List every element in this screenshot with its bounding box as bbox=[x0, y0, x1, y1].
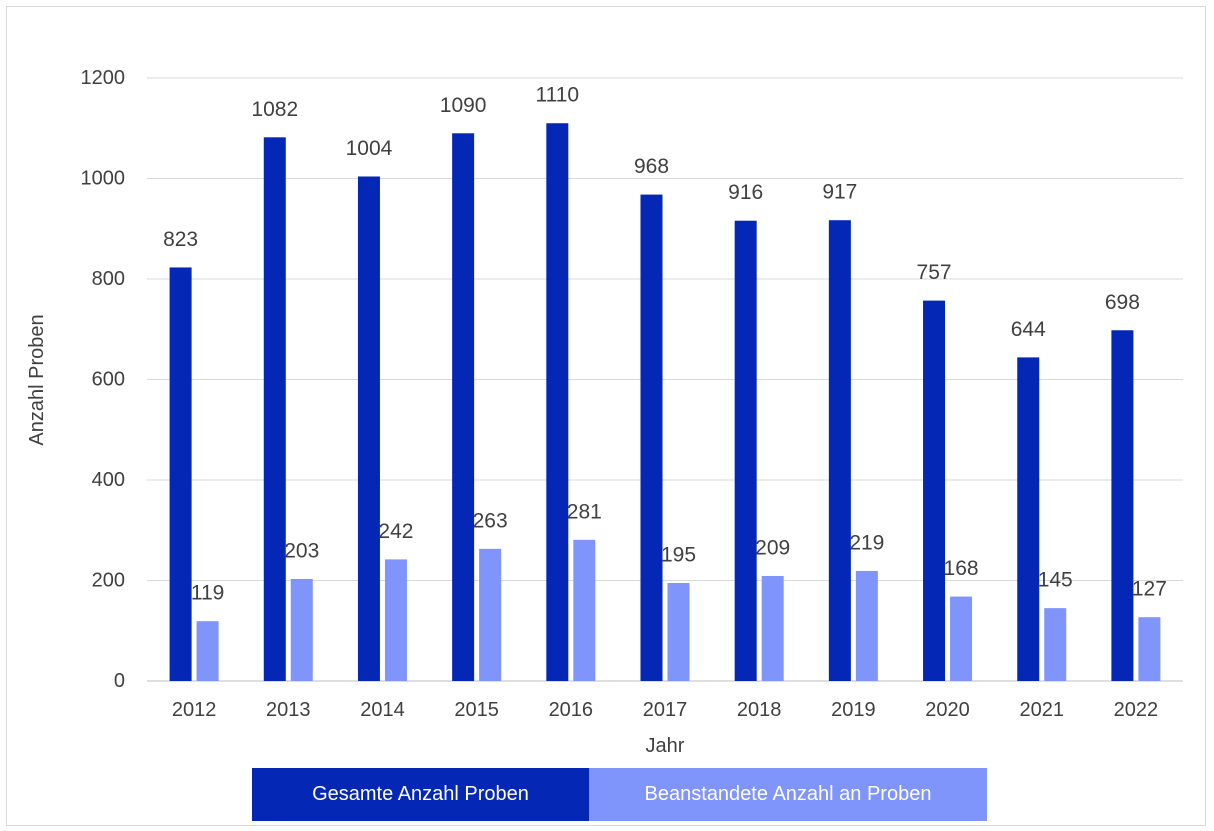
bar-beanstandet bbox=[573, 539, 596, 681]
data-label: 145 bbox=[1038, 569, 1073, 592]
bar-gesamt bbox=[828, 220, 851, 681]
y-tick-label: 600 bbox=[92, 369, 125, 391]
bar-gesamt bbox=[1111, 330, 1134, 681]
bar-gesamt bbox=[1017, 357, 1040, 681]
x-tick-label: 2017 bbox=[643, 699, 688, 721]
y-tick-label: 200 bbox=[92, 570, 125, 592]
data-label: 1082 bbox=[251, 98, 298, 121]
data-label: 263 bbox=[473, 509, 508, 532]
data-label: 209 bbox=[755, 536, 790, 559]
bar-gesamt bbox=[923, 300, 946, 681]
x-axis-title: Jahr bbox=[646, 735, 685, 757]
legend-item-gesamte: Gesamte Anzahl Proben bbox=[252, 768, 589, 821]
bar-beanstandet bbox=[479, 548, 502, 681]
data-label: 195 bbox=[661, 544, 696, 567]
data-label: 1110 bbox=[536, 84, 580, 107]
data-label: 757 bbox=[917, 261, 952, 284]
data-label: 823 bbox=[163, 228, 198, 251]
data-label: 281 bbox=[567, 500, 602, 523]
data-label: 916 bbox=[728, 181, 763, 204]
bar-beanstandet bbox=[667, 583, 690, 681]
data-label: 917 bbox=[822, 181, 857, 204]
bar-beanstandet bbox=[1138, 617, 1161, 681]
bar-gesamt bbox=[546, 123, 569, 682]
y-axis-title: Anzahl Proben bbox=[26, 314, 48, 445]
data-label: 119 bbox=[191, 582, 224, 605]
x-tick-label: 2022 bbox=[1114, 699, 1159, 721]
data-label: 1004 bbox=[346, 137, 393, 160]
data-label: 168 bbox=[944, 557, 979, 580]
bar-gesamt bbox=[640, 194, 663, 681]
y-tick-label: 0 bbox=[114, 670, 125, 692]
x-tick-label: 2018 bbox=[737, 699, 782, 721]
x-tick-label: 2021 bbox=[1019, 699, 1064, 721]
bar-beanstandet bbox=[196, 621, 219, 681]
bar-beanstandet bbox=[761, 575, 784, 681]
y-tick-label: 1200 bbox=[81, 67, 126, 89]
x-tick-label: 2020 bbox=[925, 699, 970, 721]
bar-beanstandet bbox=[290, 578, 313, 681]
bar-gesamt bbox=[263, 137, 286, 682]
x-tick-label: 2012 bbox=[172, 699, 217, 721]
data-label: 698 bbox=[1105, 291, 1140, 314]
y-tick-label: 1000 bbox=[81, 168, 126, 190]
bar-beanstandet bbox=[950, 596, 973, 681]
x-tick-label: 2015 bbox=[454, 699, 499, 721]
bar-gesamt bbox=[169, 267, 192, 681]
bar-gesamt bbox=[452, 133, 475, 681]
bar-gesamt bbox=[357, 176, 380, 682]
legend-item-beanstandete: Beanstandete Anzahl an Proben bbox=[589, 768, 987, 821]
bar-beanstandet bbox=[855, 570, 878, 681]
bar-beanstandet bbox=[384, 559, 407, 681]
data-label: 219 bbox=[849, 531, 884, 554]
legend: Gesamte Anzahl Proben Beanstandete Anzah… bbox=[252, 768, 987, 821]
x-tick-label: 2019 bbox=[831, 699, 876, 721]
data-label: 644 bbox=[1011, 318, 1046, 341]
data-label: 242 bbox=[378, 520, 413, 543]
data-label: 127 bbox=[1132, 578, 1167, 601]
data-label: 203 bbox=[284, 539, 319, 562]
data-label: 1090 bbox=[440, 94, 487, 117]
bar-beanstandet bbox=[1044, 608, 1067, 681]
x-tick-label: 2016 bbox=[549, 699, 594, 721]
y-tick-label: 400 bbox=[92, 469, 125, 491]
chart-frame bbox=[6, 6, 1206, 826]
x-tick-label: 2013 bbox=[266, 699, 311, 721]
bar-gesamt bbox=[734, 220, 757, 681]
x-tick-label: 2014 bbox=[360, 699, 405, 721]
y-tick-label: 800 bbox=[92, 268, 125, 290]
data-label: 968 bbox=[634, 155, 669, 178]
